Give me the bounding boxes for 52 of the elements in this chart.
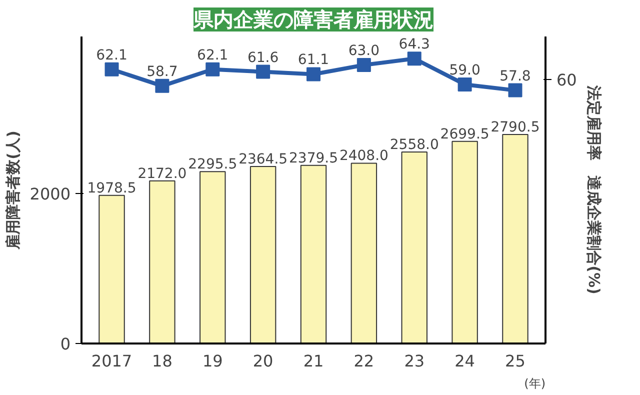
y-tick-label: 2000: [30, 184, 70, 204]
bar: [350, 162, 378, 344]
data-label: 59.0: [449, 62, 480, 78]
x-tick-label: 20: [252, 352, 274, 370]
data-label: 63.0: [348, 42, 380, 59]
data-label: 2408.0: [339, 148, 388, 164]
x-tick-label: 22: [354, 352, 374, 370]
data-label: 2699.5: [440, 126, 490, 142]
x-tick-label: 25: [505, 352, 526, 370]
x-tick-label: 2017: [91, 352, 132, 370]
y-axis-title: 雇用障害者数(人): [4, 130, 22, 250]
y2-axis-title: 法定雇用率 達成企業割合(%): [584, 84, 603, 294]
point: [104, 62, 119, 76]
point: [155, 78, 170, 93]
bar: [250, 166, 276, 344]
data-label: 2172.0: [138, 166, 187, 182]
bar: [98, 194, 125, 344]
data-label: 61.6: [247, 50, 279, 66]
bar: [502, 134, 528, 344]
data-label: 2558.0: [390, 136, 439, 153]
point: [508, 83, 522, 98]
data-label: 62.1: [197, 47, 228, 64]
x-tick-label: 23: [404, 352, 425, 370]
data-label: 62.1: [96, 47, 128, 64]
point: [256, 64, 270, 79]
point: [458, 77, 472, 92]
data-label: 58.7: [146, 64, 178, 80]
data-label: 2364.5: [238, 151, 288, 168]
y-tick-label: 0: [60, 334, 71, 354]
x-tick-label: 24: [454, 352, 475, 370]
bar: [149, 180, 176, 344]
x-axis-title: (年): [524, 376, 546, 390]
bar: [452, 140, 478, 344]
x-tick-label: 19: [202, 352, 223, 370]
bar: [401, 151, 428, 344]
data-label: 2295.5: [188, 156, 238, 173]
bar: [300, 164, 327, 344]
point: [407, 52, 422, 66]
text: 60: [556, 70, 577, 90]
data-label: 61.1: [298, 52, 330, 68]
data-label: 2379.5: [289, 150, 338, 166]
point: [306, 67, 320, 82]
data-label: 57.8: [500, 68, 531, 84]
point: [356, 58, 371, 72]
data-label: 64.3: [398, 36, 430, 53]
bar: [200, 171, 226, 344]
chart-title: 県内企業の障害者雇用状況: [192, 8, 434, 32]
x-tick-label: 18: [152, 352, 172, 370]
data-label: 2790.5: [490, 120, 540, 136]
x-tick-label: 21: [303, 352, 324, 370]
point: [206, 62, 220, 76]
data-label: 1978.5: [87, 180, 136, 196]
